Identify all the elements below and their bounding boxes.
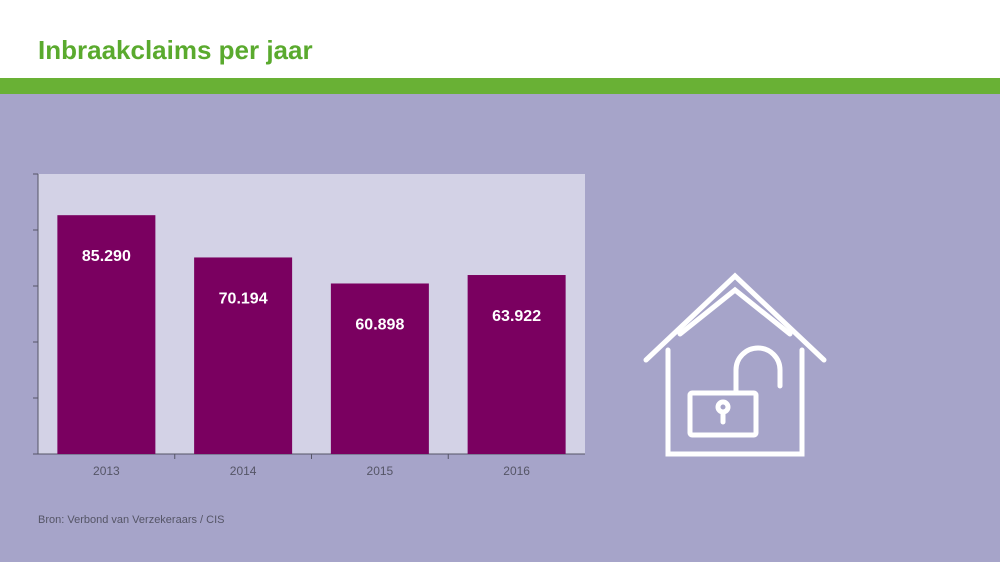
bar-2016 — [467, 275, 566, 454]
data-label-2016: 63.922 — [492, 308, 541, 325]
header: Inbraakclaims per jaar — [0, 0, 1000, 78]
source-note: Bron: Verbond van Verzekeraars / CIS — [38, 514, 225, 526]
bar-2015 — [330, 283, 429, 454]
page-title: Inbraakclaims per jaar — [38, 35, 313, 65]
x-tick-label-2013: 2013 — [93, 464, 120, 478]
bar-2013 — [57, 215, 156, 454]
data-label-2013: 85.290 — [82, 248, 131, 265]
roof-outer-line — [643, 272, 827, 363]
x-tick-label-2015: 2015 — [367, 464, 394, 478]
bar-2014 — [194, 257, 293, 454]
bar-chart: 85.290 2013 70.194 2014 60.898 2015 63.922 2016 — [33, 173, 585, 478]
padlock-body — [687, 390, 759, 438]
chart-panel: 85.290 2013 70.194 2014 60.898 2015 63.922 2016… — [0, 94, 1000, 562]
x-tick-label-2014: 2014 — [230, 464, 257, 478]
x-tick-label-2016: 2016 — [503, 464, 530, 478]
roof-inner-line — [677, 286, 793, 337]
padlock-shackle — [733, 345, 783, 396]
house-open-lock-icon — [643, 272, 827, 457]
accent-stripe — [0, 78, 1000, 94]
data-label-2015: 60.898 — [355, 316, 404, 333]
house-walls — [665, 347, 805, 457]
data-label-2014: 70.194 — [219, 290, 268, 307]
